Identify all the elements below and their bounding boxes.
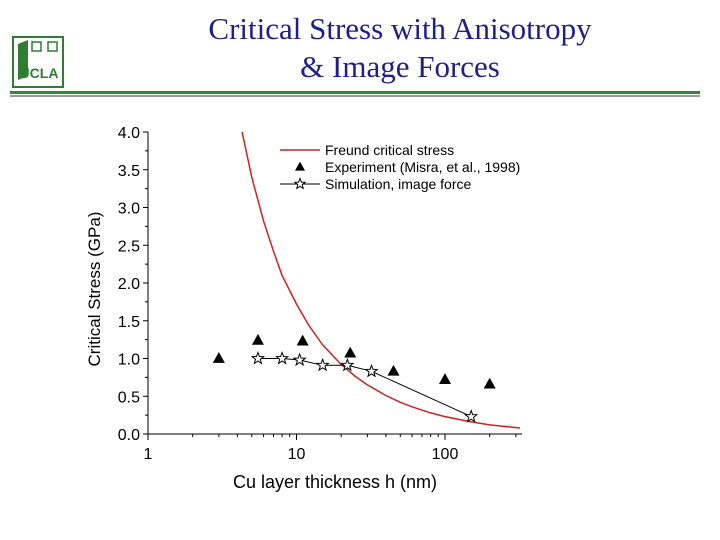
ucla-logo: UCLA <box>12 36 64 88</box>
title-rule <box>10 91 700 94</box>
y-tick-label: 1.5 <box>118 314 140 331</box>
y-tick-label: 2.5 <box>118 238 140 255</box>
x-axis-label: Cu layer thickness h (nm) <box>233 472 437 492</box>
y-axis-label: Critical Stress (GPa) <box>85 212 104 367</box>
experiment-point <box>212 352 225 363</box>
experiment-point <box>483 377 496 389</box>
y-tick-label: 0.5 <box>118 389 140 406</box>
simulation-point <box>275 351 290 365</box>
y-tick-label: 4.0 <box>118 125 140 142</box>
x-tick-label: 10 <box>288 446 306 463</box>
legend-label-simulation: Simulation, image force <box>325 176 472 192</box>
legend-swatch-simulation <box>293 177 307 190</box>
slide-title: Critical Stress with Anisotropy & Image … <box>140 10 660 86</box>
slide-title-line-2: & Image Forces <box>300 49 500 84</box>
experiment-point <box>296 334 309 346</box>
simulation-point <box>364 363 379 378</box>
y-tick-label: 0.0 <box>118 427 140 444</box>
simulation-point <box>250 351 266 365</box>
title-rule-shadow <box>10 95 700 97</box>
experiment-point <box>251 333 264 345</box>
simulation-point <box>464 409 479 423</box>
simulation-point <box>292 352 307 367</box>
x-tick-label: 1 <box>144 446 153 463</box>
slide-title-line-1: Critical Stress with Anisotropy <box>208 11 592 46</box>
experiment-point <box>344 346 357 358</box>
experiment-point <box>439 373 452 384</box>
freund-curve <box>241 131 521 429</box>
simulation-point <box>340 357 355 372</box>
y-tick-label: 1.0 <box>118 352 140 369</box>
legend-swatch-experiment <box>295 161 305 171</box>
y-tick-label: 3.5 <box>118 163 140 180</box>
legend-label-freund: Freund critical stress <box>325 142 454 158</box>
y-tick-label: 3.0 <box>118 201 140 218</box>
x-tick-label: 100 <box>432 446 459 463</box>
y-tick-label: 2.0 <box>118 276 140 293</box>
experiment-point <box>387 364 400 376</box>
legend-label-experiment: Experiment (Misra, et al., 1998) <box>325 159 520 175</box>
simulation-line <box>257 358 472 418</box>
logo-text: UCLA <box>20 65 59 81</box>
simulation-point <box>315 357 330 372</box>
